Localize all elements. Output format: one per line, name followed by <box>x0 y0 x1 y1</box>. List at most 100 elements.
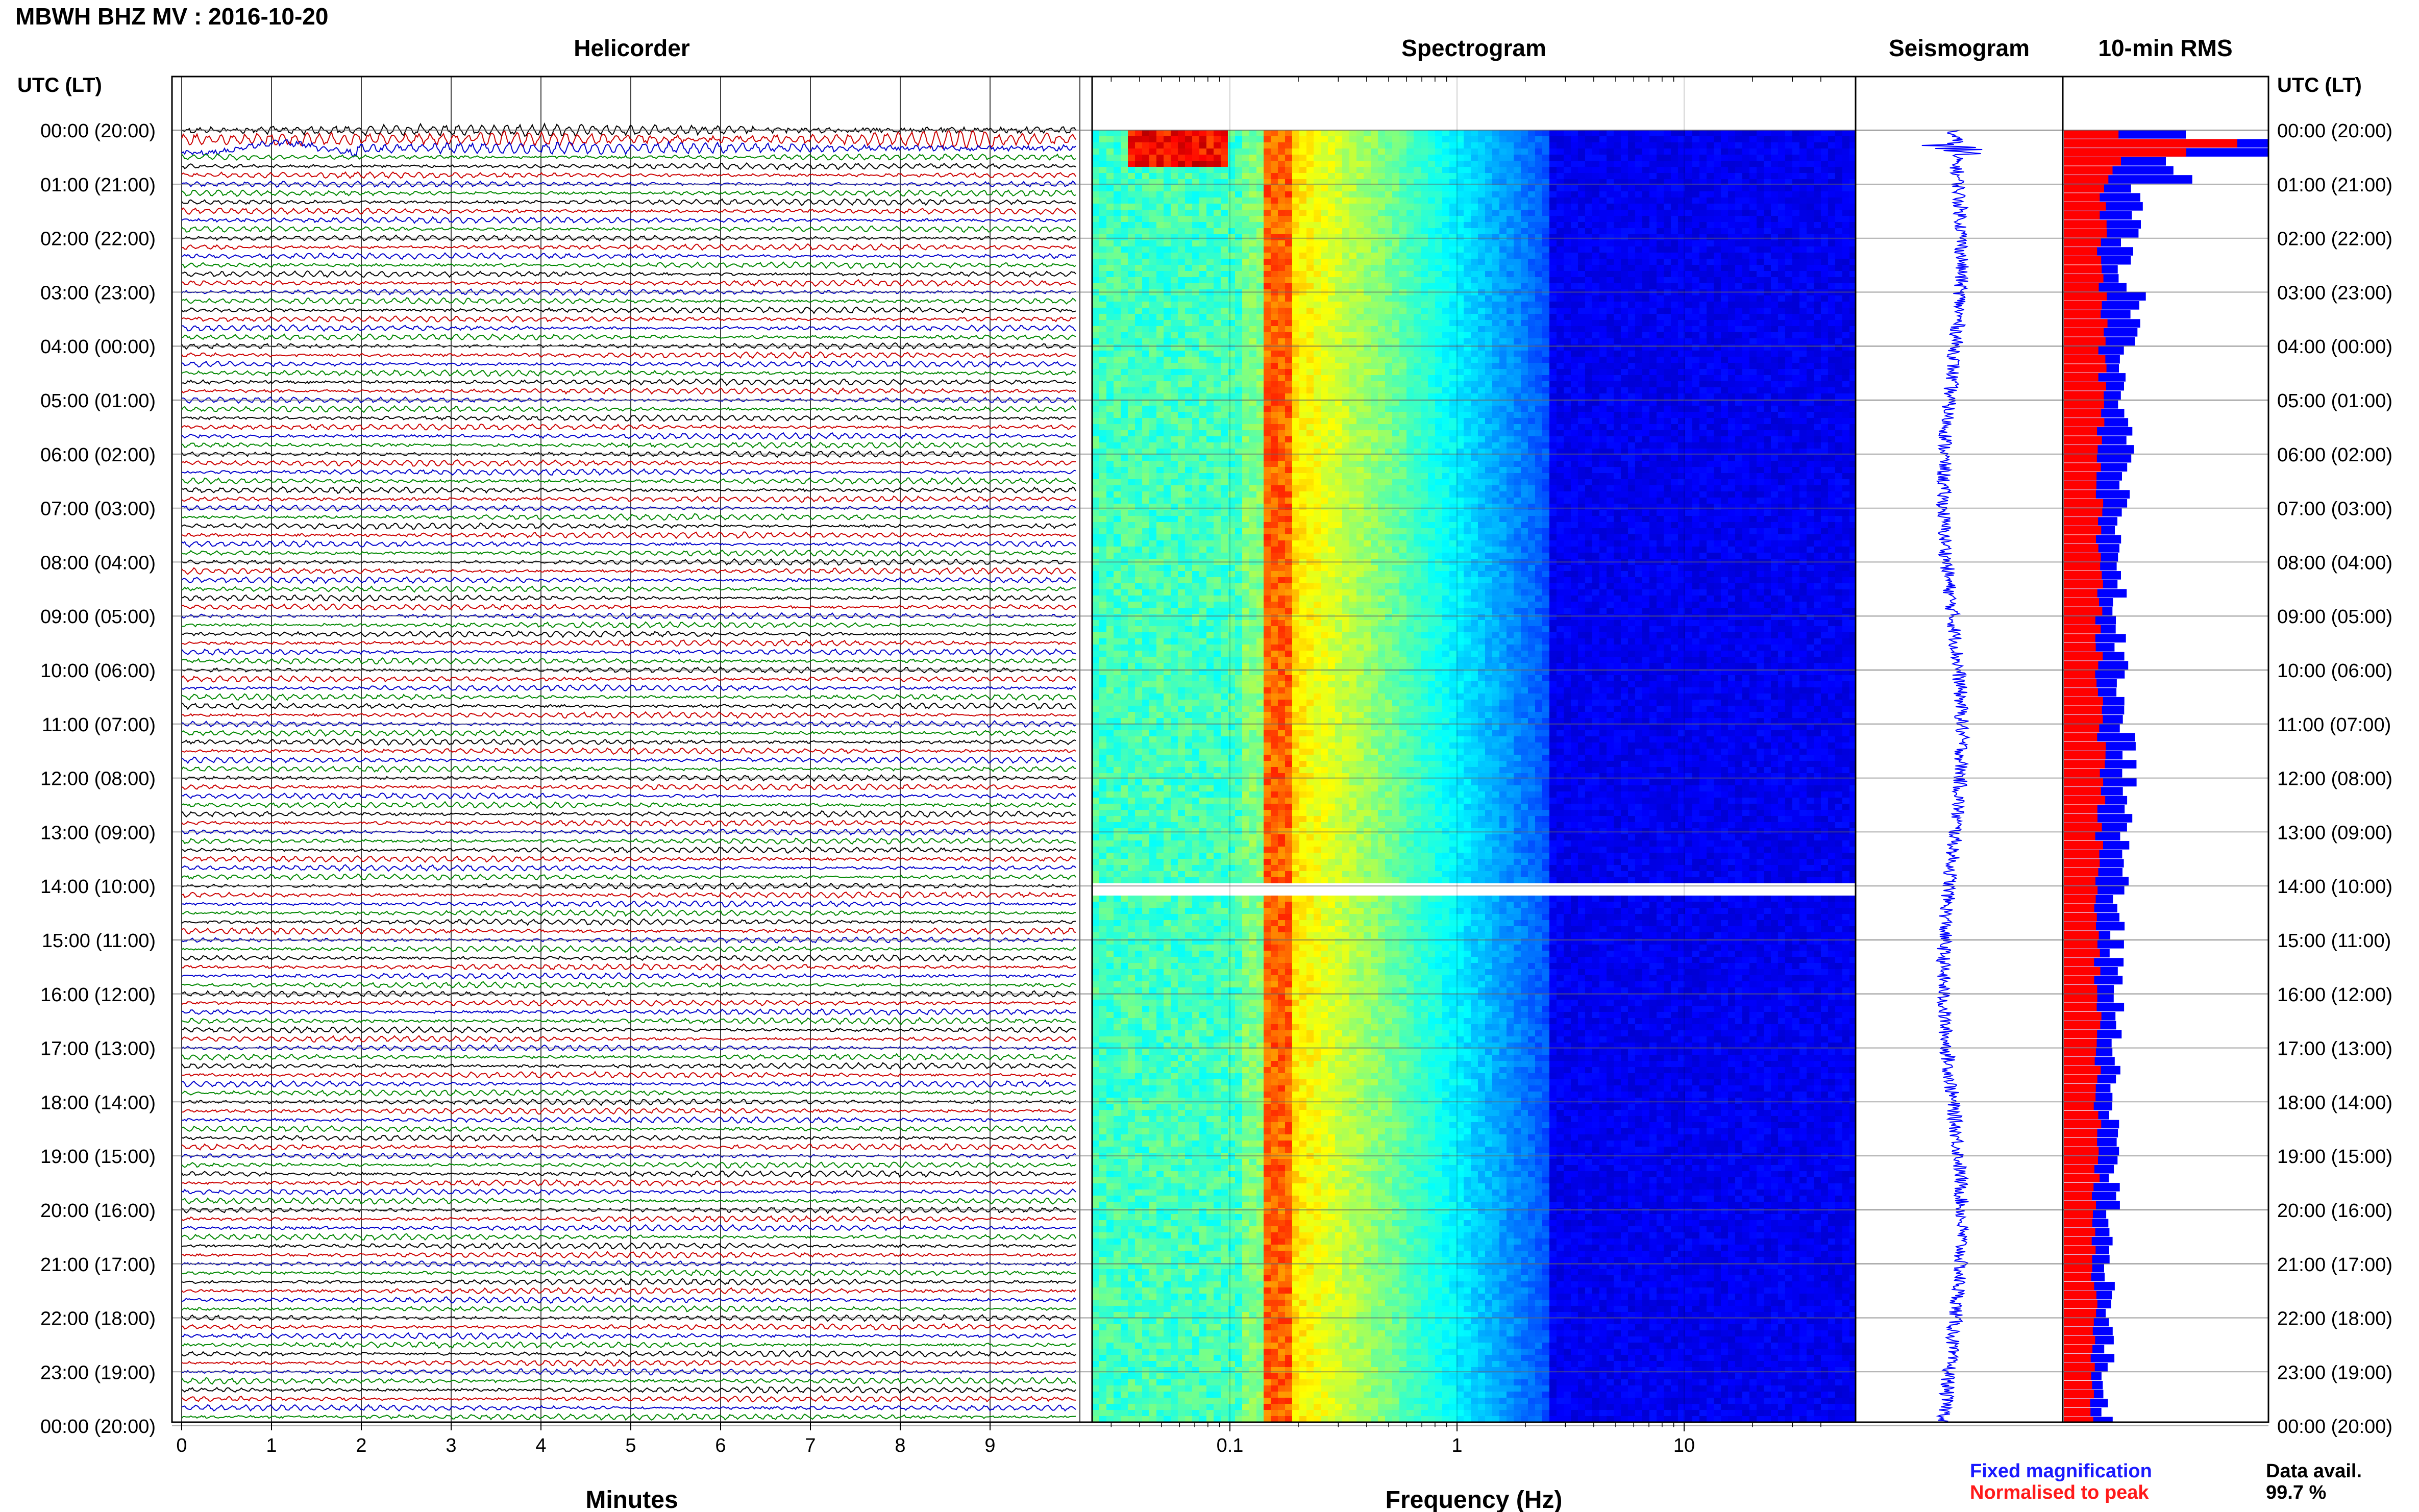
spectrogram-cell <box>1757 179 1764 186</box>
spectrogram-cell <box>1335 210 1343 216</box>
spectrogram-cell <box>1328 167 1336 173</box>
spectrogram-cell <box>1256 393 1264 400</box>
spectrogram-cell <box>1249 179 1257 186</box>
spectrogram-cell <box>1657 357 1664 363</box>
spectrogram-cell <box>1399 222 1407 229</box>
spectrogram-cell <box>1256 216 1264 222</box>
spectrogram-cell <box>1507 191 1514 198</box>
spectrogram-cell <box>1699 271 1707 278</box>
spectrogram-cell <box>1285 161 1293 167</box>
spectrogram-cell <box>1342 406 1350 412</box>
spectrogram-cell <box>1464 363 1471 369</box>
spectrogram-cell <box>1449 222 1457 229</box>
spectrogram-cell <box>1721 381 1729 388</box>
spectrogram-cell <box>1635 363 1643 369</box>
spectrogram-cell <box>1678 277 1686 284</box>
spectrogram-cell <box>1685 314 1693 320</box>
spectrogram-cell <box>1707 302 1714 308</box>
spectrogram-cell <box>1828 393 1836 400</box>
spectrogram-cell <box>1335 191 1343 198</box>
spectrogram-cell <box>1714 400 1721 406</box>
spectrogram-cell <box>1714 320 1721 327</box>
spectrogram-cell <box>1421 253 1428 259</box>
spectrogram-cell <box>1571 136 1578 143</box>
spectrogram-cell <box>1228 326 1236 333</box>
spectrogram-cell <box>1571 161 1578 167</box>
spectrogram-cell <box>1592 338 1600 345</box>
spectrogram-cell <box>1592 204 1600 210</box>
spectrogram-cell <box>1206 387 1214 394</box>
spectrogram-cell <box>1106 222 1114 229</box>
spectrogram-cell <box>1764 185 1771 192</box>
spectrogram-cell <box>1628 246 1636 253</box>
spectrogram-cell <box>1649 246 1657 253</box>
spectrogram-cell <box>1599 338 1607 345</box>
spectrogram-cell <box>1442 271 1450 278</box>
spectrogram-cell <box>1599 381 1607 388</box>
spectrogram-cell <box>1214 302 1221 308</box>
spectrogram-cell <box>1714 295 1721 302</box>
spectrogram-cell <box>1778 295 1786 302</box>
spectrogram-cell <box>1464 179 1471 186</box>
spectrogram-cell <box>1299 277 1307 284</box>
spectrogram-cell <box>1749 326 1757 333</box>
spectrogram-cell <box>1771 130 1779 137</box>
spectrogram-cell <box>1299 369 1307 376</box>
spectrogram-cell <box>1206 332 1214 339</box>
spectrogram-cell <box>1449 155 1457 161</box>
spectrogram-cell <box>1385 320 1393 327</box>
spectrogram-cell <box>1142 277 1150 284</box>
spectrogram-cell <box>1349 338 1357 345</box>
spectrogram-cell <box>1828 136 1836 143</box>
spectrogram-cell <box>1099 277 1107 284</box>
spectrogram-cell <box>1178 259 1186 265</box>
spectrogram-cell <box>1571 357 1578 363</box>
spectrogram-cell <box>1678 167 1686 173</box>
spectrogram-cell <box>1692 136 1700 143</box>
spectrogram-cell <box>1607 161 1614 167</box>
spectrogram-cell <box>1507 234 1514 241</box>
spectrogram-cell <box>1649 155 1657 161</box>
spectrogram-cell <box>1142 308 1150 314</box>
spectrogram-cell <box>1564 167 1571 173</box>
spectrogram-cell <box>1828 357 1836 363</box>
spectrogram-cell <box>1328 155 1336 161</box>
spectrogram-cell <box>1349 326 1357 333</box>
spectrogram-cell <box>1271 412 1278 418</box>
spectrogram-cell <box>1199 326 1207 333</box>
spectrogram-cell <box>1649 314 1657 320</box>
spectrogram-cell <box>1635 326 1643 333</box>
spectrogram-cell <box>1292 148 1300 155</box>
spectrogram-cell <box>1649 148 1657 155</box>
spectrogram-cell <box>1164 344 1171 351</box>
spectrogram-cell <box>1514 326 1521 333</box>
spectrogram-cell <box>1507 363 1514 369</box>
spectrogram-cell <box>1314 289 1321 296</box>
spectrogram-cell <box>1757 222 1764 229</box>
spectrogram-cell <box>1242 130 1250 137</box>
spectrogram-cell <box>1314 406 1321 412</box>
spectrogram-cell <box>1321 228 1328 235</box>
spectrogram-cell <box>1449 295 1457 302</box>
spectrogram-cell <box>1571 222 1578 229</box>
spectrogram-cell <box>1835 259 1843 265</box>
spectrogram-cell <box>1457 253 1464 259</box>
spectrogram-cell <box>1735 332 1743 339</box>
spectrogram-cell <box>1342 400 1350 406</box>
spectrogram-cell <box>1707 295 1714 302</box>
spectrogram-cell <box>1399 148 1407 155</box>
spectrogram-cell <box>1692 197 1700 204</box>
spectrogram-cell <box>1828 400 1836 406</box>
spectrogram-cell <box>1464 173 1471 180</box>
spectrogram-cell <box>1635 320 1643 327</box>
spectrogram-cell <box>1607 277 1614 284</box>
spectrogram-cell <box>1249 142 1257 149</box>
spectrogram-cell <box>1314 197 1321 204</box>
spectrogram-cell <box>1278 387 1286 394</box>
spectrogram-cell <box>1121 179 1128 186</box>
spectrogram-cell <box>1228 393 1236 400</box>
spectrogram-cell <box>1714 357 1721 363</box>
spectrogram-cell <box>1242 259 1250 265</box>
spectrogram-cell <box>1507 197 1514 204</box>
spectrogram-cell <box>1199 308 1207 314</box>
